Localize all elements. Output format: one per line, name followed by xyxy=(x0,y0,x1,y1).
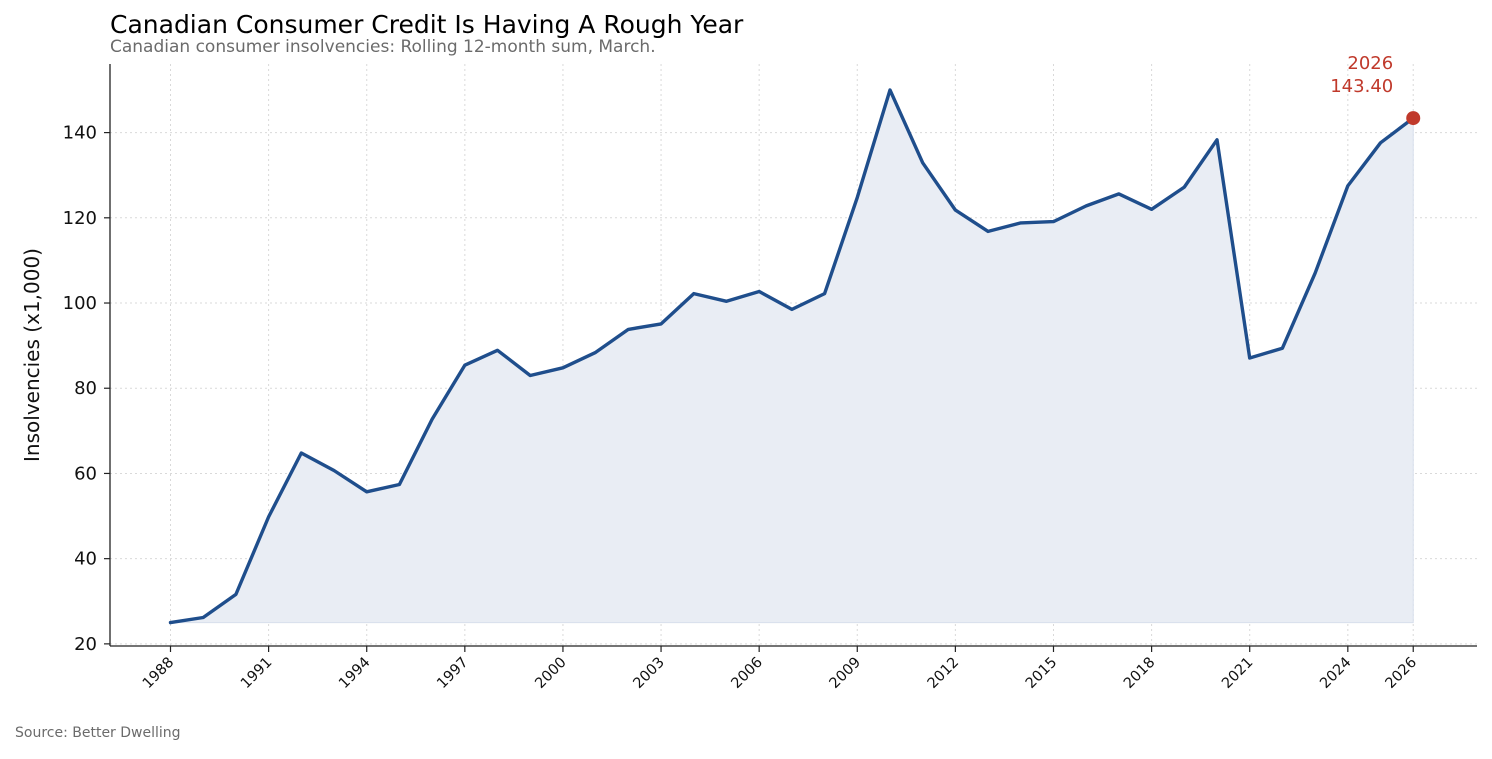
y-tick-label: 100 xyxy=(63,293,97,314)
x-tick-label: 2026 xyxy=(1383,655,1420,692)
x-tick-label: 1994 xyxy=(336,655,373,692)
series-line xyxy=(168,88,1415,625)
y-tick-label: 60 xyxy=(74,463,97,484)
source-note: Source: Better Dwelling xyxy=(15,725,181,741)
x-tick-label: 2006 xyxy=(729,655,766,692)
y-tick-label: 80 xyxy=(74,378,97,399)
chart-title: Canadian Consumer Credit Is Having A Rou… xyxy=(110,10,744,39)
annotation-year: 2026 xyxy=(1347,53,1393,74)
annotation-value: 143.40 xyxy=(1330,76,1393,97)
chart-subtitle: Canadian consumer insolvencies: Rolling … xyxy=(110,37,656,57)
y-tick-label: 20 xyxy=(74,634,97,655)
y-tick-label: 120 xyxy=(63,208,97,229)
latest-value-marker xyxy=(1406,111,1421,126)
x-tick-label: 2000 xyxy=(532,655,569,692)
x-tick-label: 1991 xyxy=(238,655,275,692)
x-tick-label: 2009 xyxy=(827,655,864,692)
y-axis-ticks: 20 40 60 80 100 120 140 xyxy=(63,123,110,655)
x-tick-label: 1988 xyxy=(140,655,177,692)
x-tick-label: 2024 xyxy=(1317,655,1354,692)
y-tick-label: 140 xyxy=(63,123,97,144)
x-tick-label: 2015 xyxy=(1023,655,1060,692)
y-tick-label: 40 xyxy=(74,549,97,570)
x-tick-label: 1997 xyxy=(434,655,471,692)
x-axis-ticks: 1988 1991 1994 1997 2000 2003 2006 2009 2012 2015… xyxy=(140,646,1420,692)
x-tick-label: 2018 xyxy=(1121,655,1158,692)
x-tick-label: 2021 xyxy=(1219,655,1256,692)
y-axis-label: Insolvencies (x1,000) xyxy=(20,248,44,462)
area-fill xyxy=(170,88,1414,624)
x-tick-label: 2012 xyxy=(925,655,962,692)
x-tick-label: 2003 xyxy=(630,655,667,692)
